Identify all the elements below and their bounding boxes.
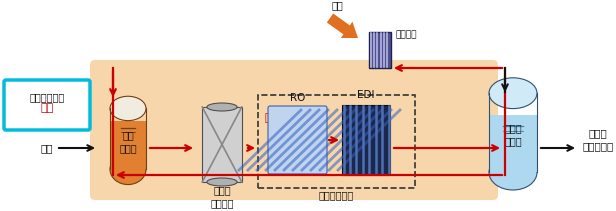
Text: RO: RO (290, 93, 305, 103)
Ellipse shape (110, 96, 146, 121)
Text: EDI: EDI (357, 90, 375, 100)
Bar (489, 115, 537, 172)
Bar (110, 122, 146, 169)
Text: 加温: 加温 (41, 103, 54, 113)
FancyBboxPatch shape (4, 80, 90, 130)
Ellipse shape (207, 103, 237, 111)
Ellipse shape (207, 178, 237, 186)
Text: 原水タンクも: 原水タンクも (30, 92, 65, 102)
Bar (342, 105, 390, 175)
Bar (270, 108, 325, 172)
Polygon shape (202, 107, 241, 182)
Text: 純水ユニット: 純水ユニット (319, 190, 354, 200)
FancyBboxPatch shape (90, 60, 498, 200)
Text: 原水
タンク: 原水 タンク (119, 130, 137, 153)
Bar (258, 95, 415, 188)
Bar (369, 32, 391, 68)
Ellipse shape (489, 155, 537, 190)
Ellipse shape (489, 78, 537, 109)
Text: 活性炭
ろ過装置: 活性炭 ろ過装置 (210, 185, 233, 209)
FancyBboxPatch shape (268, 106, 327, 174)
Ellipse shape (110, 154, 146, 185)
Text: 原水: 原水 (41, 143, 53, 153)
Text: 熱交換器: 熱交換器 (395, 31, 416, 39)
Text: 熱水殺菌ライン: 熱水殺菌ライン (265, 113, 311, 123)
FancyArrow shape (327, 14, 358, 38)
Text: 精製水
タンク: 精製水 タンク (504, 123, 522, 147)
Text: 蘸気: 蘸気 (331, 0, 343, 10)
Text: ユース
ポイントへ: ユース ポイントへ (582, 128, 614, 151)
